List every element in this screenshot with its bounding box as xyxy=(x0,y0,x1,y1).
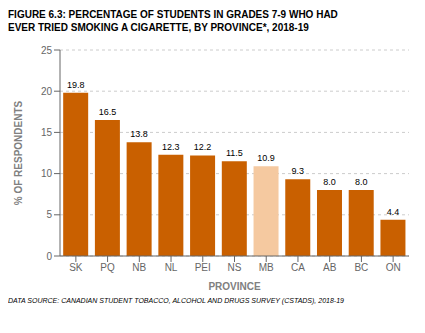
svg-text:% OF RESPONDENTS: % OF RESPONDENTS xyxy=(13,100,24,205)
svg-text:NS: NS xyxy=(228,262,242,273)
svg-text:PEI: PEI xyxy=(195,262,211,273)
svg-text:PROVINCE: PROVINCE xyxy=(208,281,261,292)
svg-text:MB: MB xyxy=(259,262,274,273)
svg-text:NB: NB xyxy=(132,262,146,273)
svg-text:11.5: 11.5 xyxy=(226,148,243,158)
svg-text:5: 5 xyxy=(46,209,52,220)
svg-text:BC: BC xyxy=(354,262,368,273)
svg-text:8.0: 8.0 xyxy=(355,177,368,187)
svg-text:SK: SK xyxy=(69,262,83,273)
html-text:DATA SOURCE: CANADIAN STUDENT: DATA SOURCE: CANADIAN STUDENT TOBACCO, A… xyxy=(8,297,344,304)
html-text:FIGURE 6.3: PERCENTAGE OF STUD: FIGURE 6.3: PERCENTAGE OF STUDENTS IN GR… xyxy=(8,9,338,20)
svg-text:10: 10 xyxy=(41,168,53,179)
svg-text:12.2: 12.2 xyxy=(194,142,212,152)
svg-text:AB: AB xyxy=(323,262,337,273)
svg-text:16.5: 16.5 xyxy=(99,107,117,117)
svg-text:12.3: 12.3 xyxy=(162,142,180,152)
svg-text:CA: CA xyxy=(291,262,305,273)
svg-text:0: 0 xyxy=(46,251,52,262)
svg-text:20: 20 xyxy=(41,86,53,97)
svg-text:25: 25 xyxy=(41,45,53,56)
svg-text:19.8: 19.8 xyxy=(67,80,85,90)
svg-text:13.8: 13.8 xyxy=(130,129,148,139)
svg-text:15: 15 xyxy=(41,127,53,138)
svg-text:4.4: 4.4 xyxy=(387,207,400,217)
html-text:EVER TRIED SMOKING A CIGARETTE: EVER TRIED SMOKING A CIGARETTE, BY PROVI… xyxy=(8,22,309,33)
svg-text:ON: ON xyxy=(386,262,401,273)
svg-text:8.0: 8.0 xyxy=(323,177,336,187)
svg-text:NL: NL xyxy=(165,262,178,273)
svg-text:10.9: 10.9 xyxy=(257,153,275,163)
svg-text:PQ: PQ xyxy=(100,262,115,273)
svg-text:9.3: 9.3 xyxy=(292,166,305,176)
